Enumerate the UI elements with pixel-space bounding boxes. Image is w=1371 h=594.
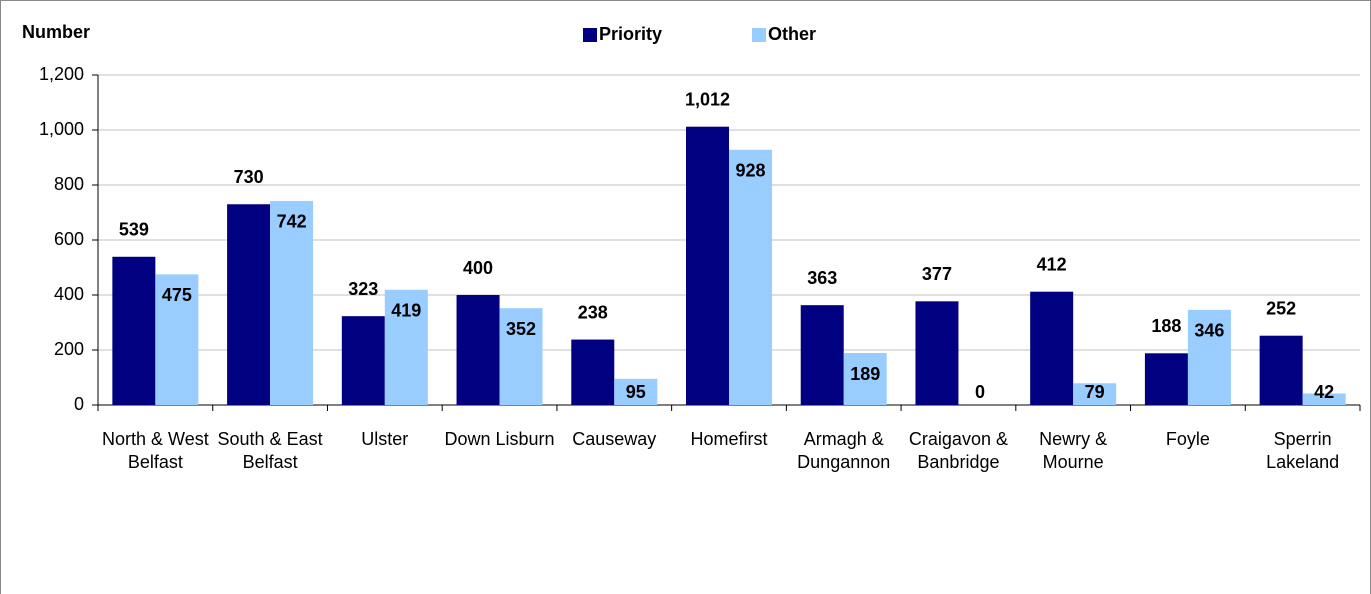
bar [112,256,156,405]
y-tick-label: 200 [54,339,84,359]
y-tick-label: 0 [74,394,84,414]
legend-label: Other [768,24,816,44]
data-label: 1,012 [685,89,730,109]
y-tick-label: 800 [54,174,84,194]
bar [270,200,314,405]
bar [384,289,428,405]
x-tick-label: South & East Belfast [217,429,323,472]
data-label: 346 [1194,321,1224,341]
y-tick-label: 1,200 [39,64,84,84]
bar [456,295,500,405]
data-label: 323 [348,279,378,299]
x-tick-label: Foyle [1165,429,1210,449]
bar [1144,353,1188,405]
data-label: 0 [975,382,985,402]
legend-swatch [583,28,597,42]
data-label: 79 [1085,382,1105,402]
bar [341,316,385,405]
data-label: 412 [1037,254,1067,274]
data-label: 928 [735,161,765,181]
bar [729,149,772,405]
data-label: 475 [162,285,192,305]
data-label: 377 [922,264,952,284]
bar [686,126,729,405]
bar [915,301,959,405]
x-tick-label: Armagh & Dungannon [797,429,891,472]
bar [1302,393,1346,405]
x-tick-label: Craigavon & Banbridge [908,429,1008,472]
bar [227,204,271,405]
x-tick-label: Down Lisburn [444,429,555,449]
bar [499,308,543,405]
bar [614,378,658,405]
bar [1030,291,1074,405]
data-label: 352 [506,319,536,339]
data-label: 419 [391,301,421,321]
bar [1073,383,1117,405]
x-tick-label: Newry & Mourne [1039,429,1108,472]
x-tick-label: North & West Belfast [102,429,209,472]
data-label: 238 [578,302,608,322]
bar [843,353,887,405]
data-label: 730 [234,167,264,187]
bar [1187,309,1231,405]
y-axis-label: Number [22,22,90,42]
data-label: 539 [119,220,149,240]
data-label: 742 [277,212,307,232]
data-label: 252 [1266,298,1296,318]
data-label: 400 [463,258,493,278]
y-tick-label: 400 [54,284,84,304]
x-tick-label: Sperrin Lakeland [1266,429,1340,472]
data-label: 188 [1151,316,1181,336]
x-tick-label: Ulster [361,429,409,449]
y-tick-label: 1,000 [39,119,84,139]
data-label: 189 [850,364,880,384]
data-label: 363 [807,268,837,288]
bar [155,274,199,405]
bar [1259,335,1303,405]
bar [800,305,844,405]
y-tick-label: 600 [54,229,84,249]
bar [571,339,615,405]
legend-swatch [752,28,766,42]
x-tick-label: Homefirst [690,429,768,449]
data-label: 42 [1314,382,1334,402]
x-tick-label: Causeway [572,429,657,449]
legend-label: Priority [599,24,662,44]
data-label: 95 [626,382,646,402]
